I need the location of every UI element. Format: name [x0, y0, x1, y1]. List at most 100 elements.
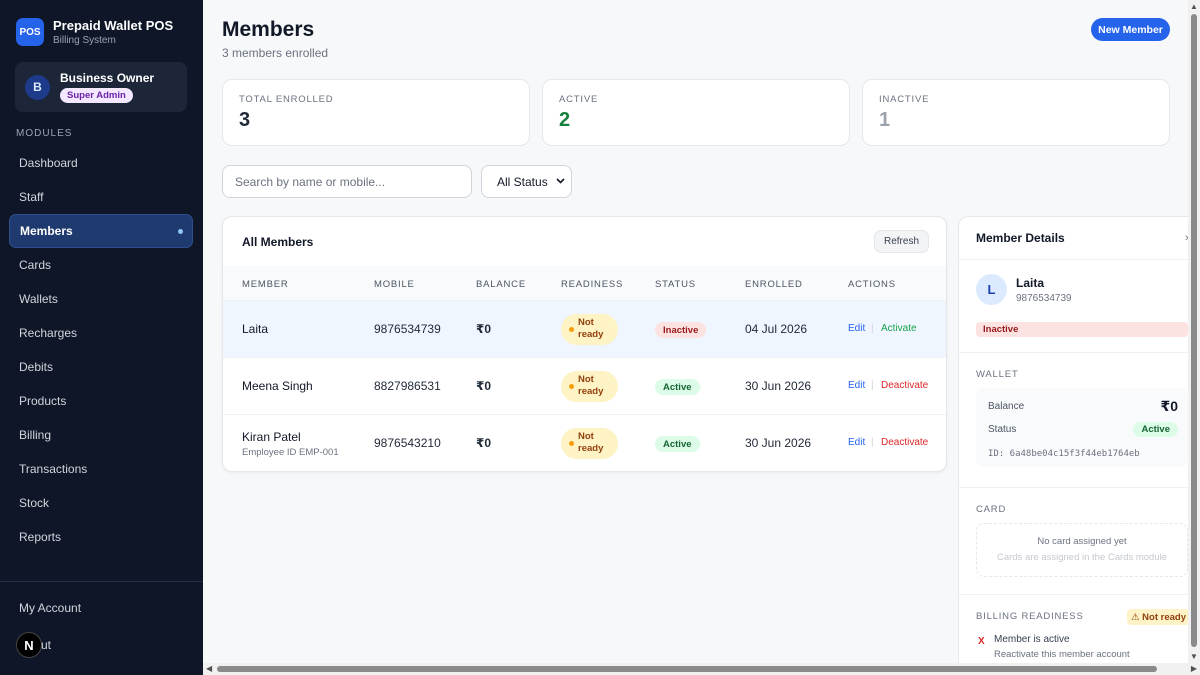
member-mobile: 9876543210: [374, 436, 441, 450]
action-separator: |: [871, 437, 874, 448]
column-header-readiness: READINESS: [561, 279, 624, 290]
stat-label: INACTIVE: [879, 94, 930, 105]
sidebar-item-label: Debits: [19, 360, 54, 374]
status-filter-select[interactable]: All Status: [481, 165, 572, 198]
sidebar-item-label: Wallets: [19, 292, 58, 306]
sidebar-item-wallets[interactable]: Wallets: [9, 282, 193, 316]
status-filter-value: All Status: [497, 174, 548, 189]
chevron-down-icon: [556, 176, 565, 186]
app-subtitle: Billing System: [53, 35, 116, 46]
page-title: Members: [222, 18, 315, 41]
wallet-status-label: Status: [988, 424, 1017, 435]
scroll-right-icon[interactable]: ▶: [1190, 664, 1197, 673]
table-row[interactable]: Laita 9876534739 ₹0 Not ready Inactive 0…: [223, 301, 946, 358]
x-icon: X: [978, 636, 985, 647]
card-empty-text: No card assigned yet: [1037, 536, 1127, 547]
sidebar-item-recharges[interactable]: Recharges: [9, 316, 193, 350]
horizontal-scrollbar[interactable]: ◀ ▶: [203, 663, 1200, 675]
member-cell: Laita: [242, 322, 268, 336]
stat-value: 3: [239, 109, 251, 131]
scroll-down-icon[interactable]: ▼: [1190, 652, 1198, 661]
app-title: Prepaid Wallet POS: [53, 18, 174, 33]
table-row[interactable]: Kiran Patel Employee ID EMP-001 98765432…: [223, 415, 946, 471]
readiness-line-2: ready: [578, 386, 604, 397]
sidebar-item-billing[interactable]: Billing: [9, 418, 193, 452]
close-details-icon[interactable]: ›: [1185, 232, 1189, 244]
sidebar-nav: Dashboard Staff Members Cards Wallets Recharg…: [9, 146, 193, 554]
active-indicator-dot: [178, 229, 183, 234]
vertical-scrollbar[interactable]: ▲ ▼: [1188, 0, 1200, 663]
member-mobile: 9876534739: [374, 322, 441, 336]
user-name: Business Owner: [60, 71, 155, 85]
member-cell: Meena Singh: [242, 379, 313, 393]
user-role-badge: Super Admin: [60, 88, 133, 103]
sidebar-item-label: Dashboard: [19, 156, 78, 170]
status-badge: Active: [655, 379, 700, 395]
edit-link[interactable]: Edit: [848, 437, 866, 448]
sidebar-item-label: Cards: [19, 258, 52, 272]
pos-logo-icon: POS: [16, 18, 44, 46]
sidebar-item-debits[interactable]: Debits: [9, 350, 193, 384]
column-header-balance: BALANCE: [476, 279, 526, 290]
scroll-left-icon[interactable]: ◀: [206, 664, 213, 673]
stat-total-enrolled: TOTAL ENROLLED 3: [222, 79, 530, 146]
nextjs-dev-badge-icon[interactable]: N: [16, 632, 42, 658]
sidebar-item-label: Recharges: [19, 326, 78, 340]
sidebar-item-transactions[interactable]: Transactions: [9, 452, 193, 486]
enrolled-date: 30 Jun 2026: [745, 379, 812, 393]
details-title: Member Details: [976, 231, 1065, 245]
warning-dot-icon: [569, 441, 574, 446]
sidebar-item-reports[interactable]: Reports: [9, 520, 193, 554]
edit-link[interactable]: Edit: [848, 323, 866, 334]
logout-link[interactable]: N ut: [16, 632, 51, 658]
edit-link[interactable]: Edit: [848, 380, 866, 391]
wallet-status-badge: Active: [1133, 422, 1178, 437]
logout-label: ut: [41, 638, 52, 652]
enrolled-date: 04 Jul 2026: [745, 322, 808, 336]
warning-dot-icon: [569, 327, 574, 332]
member-details-panel: Member Details › L Laita 9876534739 Inac…: [958, 216, 1200, 666]
toggle-status-link[interactable]: Deactivate: [881, 380, 929, 391]
my-account-link[interactable]: My Account: [19, 601, 82, 615]
billing-readiness-label: BILLING READINESS: [976, 611, 1084, 622]
readiness-badge: Not ready: [561, 314, 618, 345]
search-input[interactable]: [222, 165, 472, 198]
not-ready-badge: ⚠ Not ready: [1127, 609, 1190, 625]
card-empty-state: No card assigned yet Cards are assigned …: [976, 523, 1188, 577]
readiness-check-hint: Reactivate this member account: [994, 649, 1130, 660]
toggle-status-link[interactable]: Activate: [881, 323, 917, 334]
stat-active: ACTIVE 2: [542, 79, 850, 146]
sidebar-item-products[interactable]: Products: [9, 384, 193, 418]
scroll-up-icon[interactable]: ▲: [1190, 2, 1198, 11]
readiness-line-1: Not: [578, 317, 594, 328]
toggle-status-link[interactable]: Deactivate: [881, 437, 929, 448]
sidebar-item-label: Staff: [19, 190, 44, 204]
sidebar-item-cards[interactable]: Cards: [9, 248, 193, 282]
member-mobile: 9876534739: [1016, 293, 1072, 304]
sidebar-item-members[interactable]: Members: [9, 214, 193, 248]
vertical-scroll-thumb[interactable]: [1191, 14, 1197, 647]
sidebar-item-label: Transactions: [19, 462, 88, 476]
wallet-box: Balance ₹0 Status Active ID: 6a48be04c15…: [976, 388, 1188, 467]
readiness-check-title: Member is active: [994, 634, 1070, 645]
sidebar-item-label: Members: [20, 224, 73, 238]
wallet-id: ID: 6a48be04c15f3f44eb1764eb: [988, 449, 1140, 459]
horizontal-scroll-thumb[interactable]: [217, 666, 1157, 672]
balance-value: ₹0: [1160, 398, 1178, 414]
status-badge: Active: [655, 436, 700, 452]
stat-label: TOTAL ENROLLED: [239, 94, 334, 105]
card-hint-text: Cards are assigned in the Cards module: [996, 552, 1168, 563]
member-sub: Employee ID EMP-001: [242, 447, 339, 458]
table-row[interactable]: Meena Singh 8827986531 ₹0 Not ready Acti…: [223, 358, 946, 415]
sidebar-item-stock[interactable]: Stock: [9, 486, 193, 520]
page-subtitle: 3 members enrolled: [222, 46, 329, 60]
sidebar-item-dashboard[interactable]: Dashboard: [9, 146, 193, 180]
sidebar-item-label: Stock: [19, 496, 50, 510]
refresh-button[interactable]: Refresh: [874, 230, 929, 253]
new-member-button[interactable]: New Member: [1091, 18, 1170, 41]
stat-value: 2: [559, 109, 571, 131]
stat-value: 1: [879, 109, 891, 131]
balance-label: Balance: [988, 401, 1025, 412]
user-card[interactable]: B Business Owner Super Admin: [15, 62, 187, 112]
sidebar-item-staff[interactable]: Staff: [9, 180, 193, 214]
